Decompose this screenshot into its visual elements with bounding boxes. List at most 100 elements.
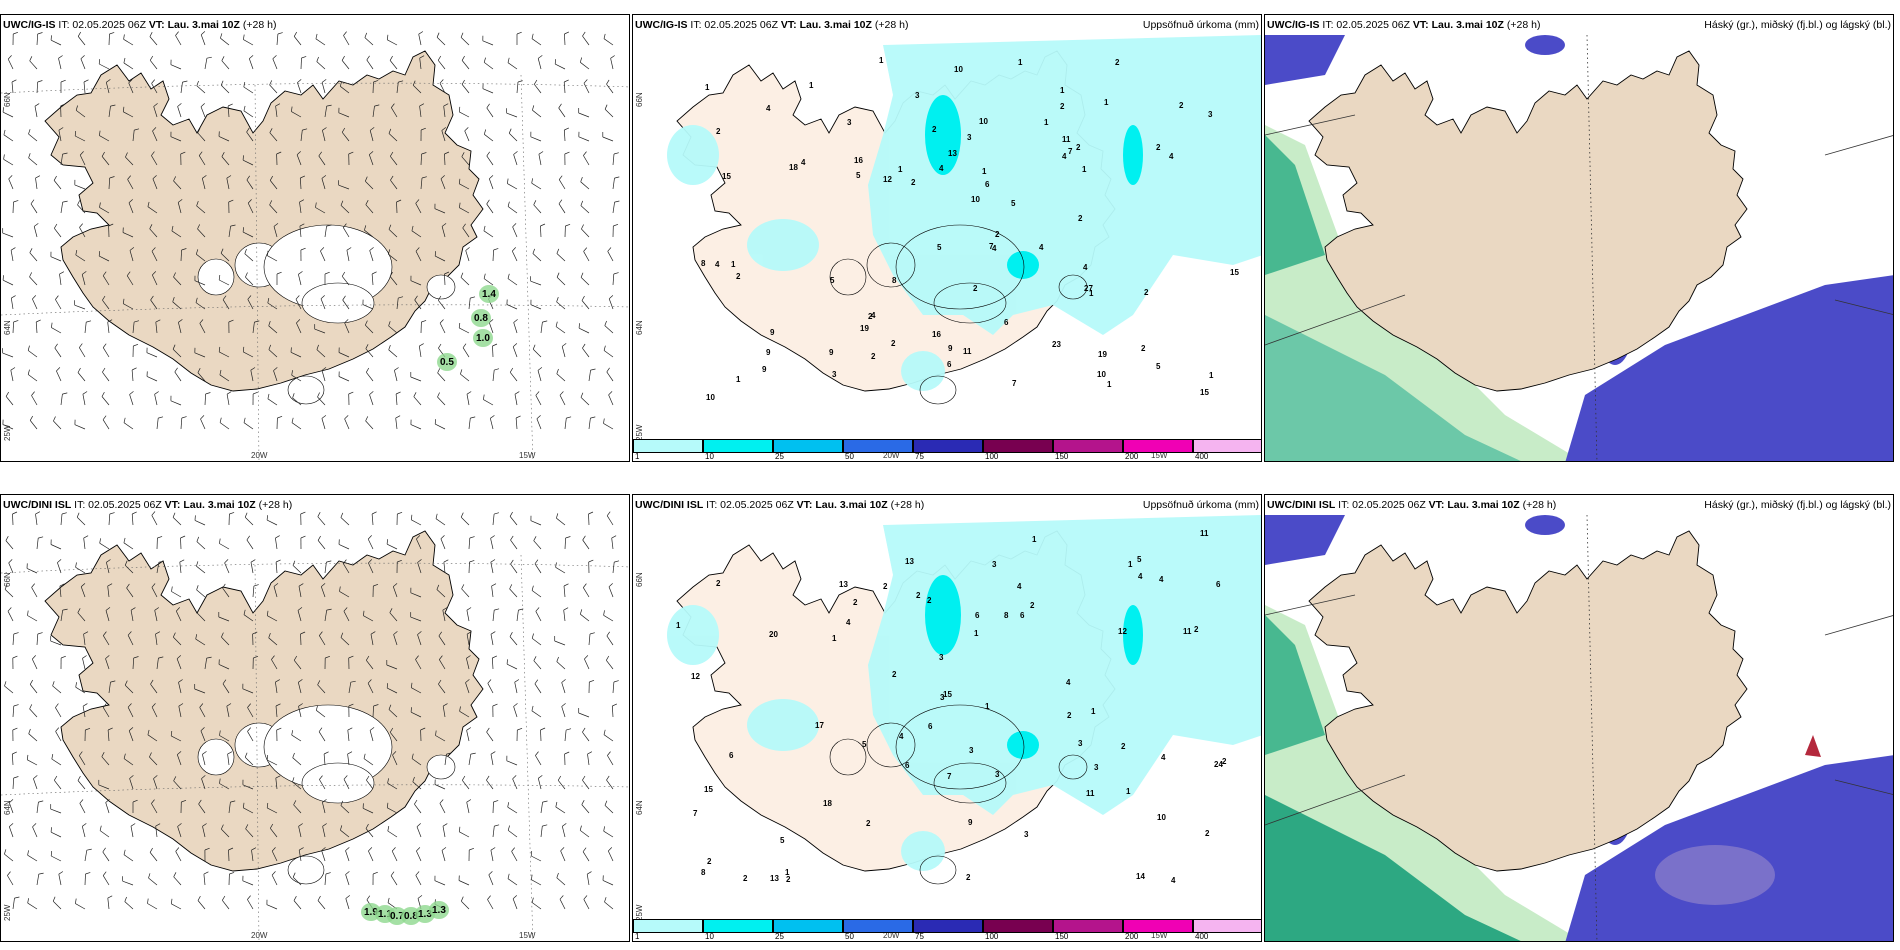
precip-value: 2	[1205, 829, 1210, 838]
precip-value: 3	[1094, 763, 1099, 772]
precip-value: 17	[815, 721, 824, 730]
colorbar-swatch	[773, 439, 843, 453]
precip-value: 2	[716, 127, 721, 136]
panel-title: UWC/DINI ISL IT: 02.05.2025 06Z VT: Lau.…	[1267, 499, 1556, 511]
precip-value: 3	[915, 91, 920, 100]
precip-value: 1	[809, 81, 814, 90]
precip-value: 1	[1107, 380, 1112, 389]
precip-value: 2	[1078, 214, 1083, 223]
precip-value: 1	[985, 702, 990, 711]
colorbar-swatch	[843, 439, 913, 453]
precip-value: 15	[1230, 268, 1239, 277]
precip-colorbar: 1 10 25 50 75 100 150 200 400	[633, 439, 1261, 461]
lead-time: (+28 h)	[242, 19, 277, 31]
precip-value: 10	[706, 393, 715, 402]
precip-value: 4	[1066, 678, 1071, 687]
precip-value: 24	[1214, 760, 1223, 769]
cloud-map	[1265, 514, 1893, 941]
precip-value: 2	[927, 596, 932, 605]
lat-label-66n: 66N	[635, 92, 644, 107]
colorbar-label: 100	[985, 452, 999, 461]
precip-value: 3	[969, 746, 974, 755]
precip-value: 8	[892, 276, 897, 285]
high-cloud-field	[1265, 605, 1582, 941]
precip-value: 10	[1157, 813, 1166, 822]
precip-value: 3	[995, 770, 1000, 779]
glacier	[301, 282, 375, 324]
precip-value: 4	[1017, 582, 1022, 591]
precip-value: 1	[1082, 165, 1087, 174]
precip-value: 8	[1004, 611, 1009, 620]
precip-value: 2	[995, 230, 1000, 239]
glacier	[197, 258, 235, 296]
glacier	[287, 375, 325, 405]
precip-value: 2	[916, 591, 921, 600]
precip-value: 2	[866, 819, 871, 828]
precip-value: 1	[705, 83, 710, 92]
precip-value: 12	[1118, 627, 1127, 636]
precip-value: 13	[905, 557, 914, 566]
wind-value: 1.0	[476, 333, 490, 344]
lead-time: (+28 h)	[1506, 19, 1541, 31]
precip-value: 1	[736, 375, 741, 384]
colorbar-swatch	[1193, 919, 1261, 933]
precip-value: 5	[1011, 199, 1016, 208]
precip-value: 4	[801, 158, 806, 167]
precip-value: 2	[911, 178, 916, 187]
precip-value: 6	[1216, 580, 1221, 589]
precip-value: 27	[1084, 284, 1093, 293]
precip-value: 1	[1091, 707, 1096, 716]
glacier	[287, 855, 325, 885]
precip-value: 1	[1126, 787, 1131, 796]
precip-value: 1	[1032, 535, 1037, 544]
precip-value: 6	[947, 360, 952, 369]
precip-value: 6	[985, 180, 990, 189]
precip-value: 3	[1208, 110, 1213, 119]
wind-value: 1.9	[364, 907, 378, 918]
colorbar-swatch	[633, 919, 703, 933]
precip-value: 2	[1030, 601, 1035, 610]
init-time: IT: 02.05.2025 06Z	[706, 499, 797, 511]
precip-value: 9	[770, 328, 775, 337]
wind-map: 1.9 1.10.7 0.8 1.3 1.3	[1, 511, 629, 941]
precip-value: 4	[939, 164, 944, 173]
precip-value: 2	[883, 582, 888, 591]
precip-value: 2	[736, 272, 741, 281]
model-name: UWC/IG-IS	[1267, 19, 1320, 31]
precip-value: 5	[1137, 555, 1142, 564]
wind-map: 1.4 0.8 1.0 0.5	[1, 31, 629, 461]
colorbar-swatch	[1123, 439, 1193, 453]
precip-value: 23	[1052, 340, 1061, 349]
precip-value: 3	[832, 370, 837, 379]
precip-value: 3	[967, 133, 972, 142]
precip-value: 1	[1089, 289, 1094, 298]
panel-title: UWC/IG-IS IT: 02.05.2025 06Z VT: Lau. 3.…	[635, 19, 908, 31]
precip-value: 8	[701, 259, 706, 268]
precip-value: 11	[1062, 135, 1071, 144]
precip-value: 13	[948, 149, 957, 158]
colorbar-label: 50	[845, 932, 854, 941]
field-title: Uppsöfnuð úrkoma (mm)	[1142, 19, 1259, 31]
lon-label-15w: 15W	[1151, 931, 1168, 940]
wind-value: 0.8	[474, 313, 488, 324]
mid-cloud-patch	[1805, 735, 1821, 757]
precip-field	[667, 515, 1261, 871]
precip-value: 14	[1136, 872, 1145, 881]
precip-heavy	[925, 575, 1143, 759]
iceland-landmass	[1308, 50, 1748, 392]
wind-value: 0.7	[390, 911, 404, 922]
precip-value: 4	[846, 618, 851, 627]
precip-value: 18	[823, 799, 832, 808]
graticule	[1, 74, 629, 461]
precip-value: 5	[1156, 362, 1161, 371]
valid-time-label: VT:	[164, 499, 184, 511]
precip-heavy	[925, 95, 1143, 279]
lon-label-25w: 25W	[3, 424, 12, 441]
precip-value: 4	[1171, 876, 1176, 885]
precip-value: 1	[676, 621, 681, 630]
colorbar-swatch	[913, 439, 983, 453]
colorbar-label: 200	[1125, 932, 1139, 941]
glaciers	[829, 704, 1088, 885]
lon-label-15w: 15W	[1151, 451, 1168, 460]
lon-label-15w: 15W	[519, 931, 536, 940]
